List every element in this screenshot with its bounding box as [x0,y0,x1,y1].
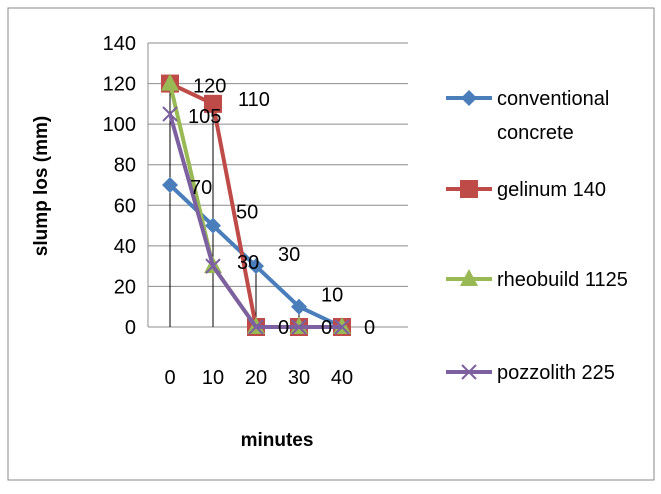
data-point [205,258,221,274]
y-tick-label: 60 [114,195,136,217]
y-tick-label: 40 [114,236,136,258]
data-label: 50 [236,202,258,224]
marker-stroke [248,319,264,335]
y-tick-label: 140 [103,33,136,55]
legend-label: conventional [497,88,609,110]
data-point [162,106,178,122]
x-tick-label: 10 [202,367,224,389]
data-point [248,319,264,335]
legend-label: pozzolith 225 [497,362,615,384]
legend-item: pozzolith 225 [446,362,615,384]
x-tick-label: 0 [164,367,175,389]
data-label: 0 [321,317,332,339]
legend-item: conventional concrete [446,88,609,144]
data-label: 0 [278,317,289,339]
x-tick-label: 30 [288,367,310,389]
legend-item: rheobuild 1125 [446,269,628,291]
data-point [291,319,307,335]
marker-stroke [291,319,307,335]
gridlines [147,42,408,328]
marker-stroke [461,364,477,380]
data-point [161,73,179,91]
data-point [204,94,222,113]
data-label: 30 [278,244,300,266]
legend-marker [461,90,477,106]
y-tick-label: 0 [125,317,136,339]
series-group [161,73,351,336]
legend-label: gelinum 140 [497,179,606,201]
x-tick-labels: 0 10 20 30 40 [164,367,353,389]
data-point [291,298,307,315]
data-label: 110 [238,89,270,111]
data-label: 70 [190,177,212,199]
data-label: 0 [364,317,375,339]
data-point [205,217,221,234]
x-axis-title: minutes [241,430,314,451]
data-point [162,177,178,193]
data-point [334,319,350,335]
legend: conventional concrete gelinum 140 rheobuild… [446,88,628,384]
data-label: 120 [193,76,226,98]
legend-marker [461,364,477,380]
y-axis-title: slump los (mm) [31,116,52,256]
marker-stroke [162,106,178,122]
y-tick-label: 80 [114,155,136,177]
y-tick-labels: 0 20 40 60 80 100 120 140 [103,33,136,339]
legend-marker [460,269,478,286]
data-label: 105 [188,106,221,128]
chart-border [7,7,655,481]
legend-item: gelinum 140 [446,179,606,201]
data-label: 30 [237,252,259,274]
marker-stroke [334,319,350,335]
x-tick-label: 40 [331,367,353,389]
legend-label: rheobuild 1125 [497,269,628,291]
y-tick-label: 120 [103,74,136,96]
data-point [248,258,264,275]
x-tick-label: 20 [245,367,267,389]
y-tick-label: 100 [103,114,136,136]
marker-stroke [205,258,221,274]
data-label: 10 [321,285,343,307]
y-tick-label: 20 [114,276,136,298]
legend-label: concrete [497,122,574,144]
data-labels: 70 50 30 10 120 110 0 0 0 105 30 [188,76,375,339]
legend-marker [460,180,478,198]
